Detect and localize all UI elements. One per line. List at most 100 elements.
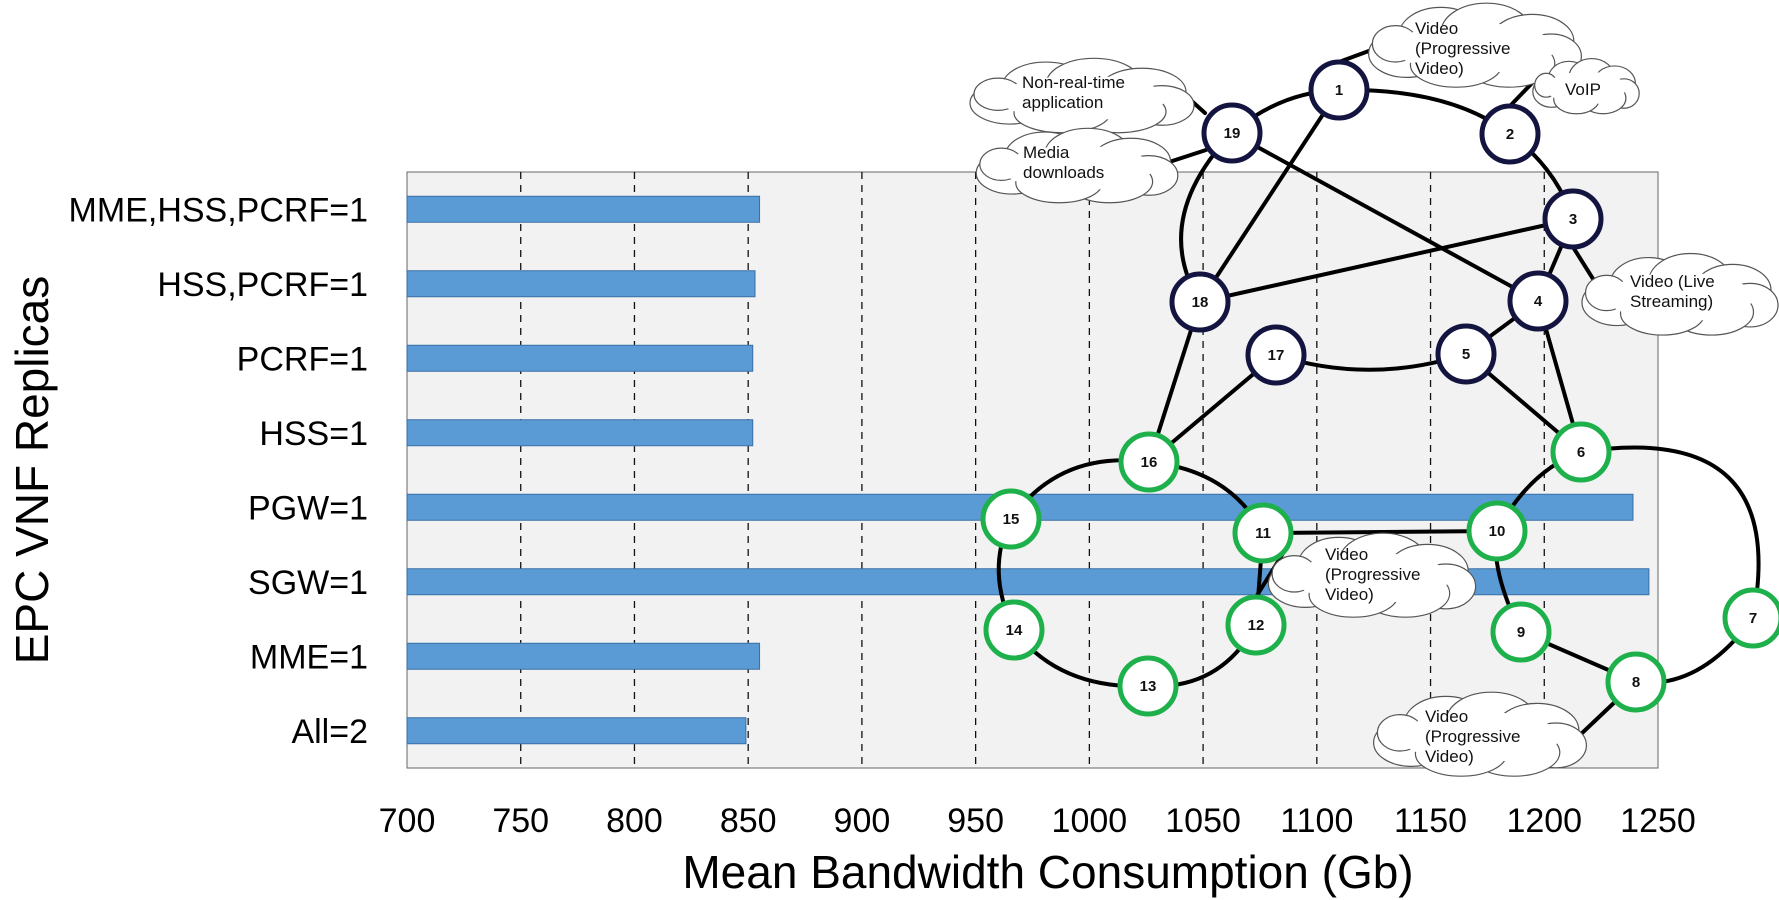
x-tick-label: 1100: [1280, 802, 1353, 840]
node-15: 15: [980, 488, 1042, 550]
bar: [406, 344, 754, 372]
node-label: 18: [1192, 294, 1209, 311]
node-5: 5: [1435, 323, 1497, 385]
node-label: 10: [1489, 523, 1506, 540]
link-18-3: [1198, 217, 1575, 304]
node-circle: [983, 599, 1045, 661]
node-label: 15: [1003, 511, 1020, 528]
node-8: 8: [1605, 651, 1667, 713]
node-circle: [1118, 431, 1180, 493]
node-label: 6: [1577, 444, 1585, 461]
node-label: 4: [1534, 293, 1543, 310]
cloud-label: Video): [1415, 59, 1464, 78]
node-label: 5: [1462, 346, 1470, 363]
cloud-voip: VoIP: [1532, 57, 1640, 115]
node-label: 11: [1255, 525, 1271, 542]
x-tick-label: 950: [947, 802, 1004, 840]
cloud-body: [1606, 272, 1754, 322]
x-tick-label: 900: [834, 802, 891, 840]
link-curve: [1579, 445, 1761, 620]
node-circle: [1232, 502, 1294, 564]
cloud-label: Video: [1415, 19, 1458, 38]
node-label: 1: [1335, 82, 1343, 99]
node-4: 4: [1507, 270, 1569, 332]
y-tick-label: PGW=1: [248, 489, 368, 527]
node-circle: [1435, 323, 1497, 385]
plot-area: [406, 171, 1659, 769]
y-tick-label: All=2: [291, 713, 368, 751]
node-14: 14: [983, 599, 1045, 661]
node-circle: [1542, 188, 1604, 250]
axes: 700 750 800 850 900 950 1000 1050 1100 1150 1200 12…: [69, 191, 1696, 840]
node-1: 1: [1308, 59, 1370, 121]
cloud-label: Video: [1425, 707, 1468, 726]
node-label: 8: [1632, 674, 1640, 691]
cloud-body: [1400, 711, 1560, 763]
bar: [406, 270, 756, 298]
node-19: 19: [1201, 102, 1263, 164]
node-12: 12: [1225, 594, 1287, 656]
bar: [406, 195, 761, 223]
cloud-label: Media: [1023, 143, 1070, 162]
node-circle: [980, 488, 1042, 550]
node-label: 14: [1006, 622, 1023, 639]
node-label: 7: [1749, 610, 1757, 627]
x-tick-label: 700: [379, 802, 436, 840]
node-3: 3: [1542, 188, 1604, 250]
node-6: 6: [1550, 421, 1612, 483]
node-10: 10: [1466, 500, 1528, 562]
cloud-body: [1294, 552, 1450, 604]
x-tick-label: 1050: [1165, 802, 1241, 840]
x-tick-label: 750: [492, 802, 549, 840]
cloud-label: Streaming): [1630, 292, 1713, 311]
node-circle: [1605, 651, 1667, 713]
node-circle: [1479, 103, 1541, 165]
y-tick-label: SGW=1: [248, 564, 368, 602]
x-tick-label: 850: [720, 802, 777, 840]
bar: [406, 642, 761, 670]
x-tick-label: 800: [606, 802, 663, 840]
cloud-label: (Progressive: [1325, 565, 1420, 584]
y-tick-label: HSS=1: [259, 415, 368, 453]
cloud-label: application: [1022, 93, 1103, 112]
node-circle: [1490, 601, 1552, 663]
node-circle: [1169, 271, 1231, 333]
node-circle: [1507, 270, 1569, 332]
node-9: 9: [1490, 601, 1552, 663]
bar: [406, 717, 747, 745]
cloud-body: [1395, 22, 1555, 74]
node-label: 17: [1268, 347, 1285, 364]
bar: [406, 419, 754, 447]
cloud-label: Video (Live: [1630, 272, 1715, 291]
x-axis-title: Mean Bandwidth Consumption (Gb): [682, 846, 1413, 898]
node-13: 13: [1117, 655, 1179, 717]
node-label: 9: [1517, 624, 1525, 641]
y-tick-label: MME,HSS,PCRF=1: [69, 191, 368, 229]
y-axis-title: EPC VNF Replicas: [6, 276, 58, 665]
cloud-label: Video): [1325, 585, 1374, 604]
cloud-label: Video: [1325, 545, 1368, 564]
cloud-body: [1001, 145, 1153, 191]
node-circle: [1722, 587, 1779, 649]
cloud-label: (Progressive: [1415, 39, 1510, 58]
node-11: 11: [1232, 502, 1294, 564]
node-label: 19: [1224, 125, 1241, 142]
plot-background: [406, 171, 1659, 769]
cloud-label: Non-real-time: [1022, 73, 1125, 92]
node-label: 2: [1506, 126, 1514, 143]
node-18: 18: [1169, 271, 1231, 333]
node-circle: [1466, 500, 1528, 562]
y-tick-label: MME=1: [250, 638, 368, 676]
cloud-body: [1546, 71, 1626, 105]
node-circle: [1117, 655, 1179, 717]
cloud-label: VoIP: [1565, 80, 1601, 99]
node-7: 7: [1722, 587, 1779, 649]
link-1-18: [1198, 88, 1341, 304]
x-tick-label: 1200: [1506, 802, 1582, 840]
